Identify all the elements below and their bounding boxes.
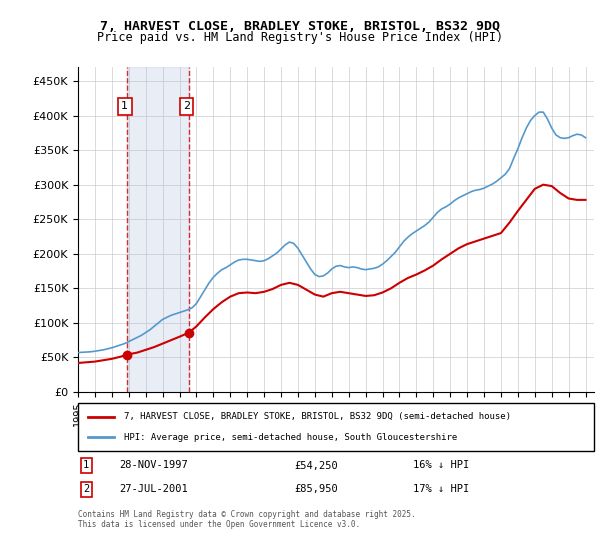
Text: 17% ↓ HPI: 17% ↓ HPI xyxy=(413,484,470,494)
Text: HPI: Average price, semi-detached house, South Gloucestershire: HPI: Average price, semi-detached house,… xyxy=(124,433,458,442)
Text: 7, HARVEST CLOSE, BRADLEY STOKE, BRISTOL, BS32 9DQ (semi-detached house): 7, HARVEST CLOSE, BRADLEY STOKE, BRISTOL… xyxy=(124,412,511,421)
FancyBboxPatch shape xyxy=(78,403,594,451)
Text: 16% ↓ HPI: 16% ↓ HPI xyxy=(413,460,470,470)
Text: £85,950: £85,950 xyxy=(295,484,338,494)
Text: 1: 1 xyxy=(83,460,89,470)
Text: Price paid vs. HM Land Registry's House Price Index (HPI): Price paid vs. HM Land Registry's House … xyxy=(97,31,503,44)
Text: 1: 1 xyxy=(121,101,128,111)
Text: 27-JUL-2001: 27-JUL-2001 xyxy=(119,484,188,494)
Text: Contains HM Land Registry data © Crown copyright and database right 2025.
This d: Contains HM Land Registry data © Crown c… xyxy=(78,510,416,529)
Text: £54,250: £54,250 xyxy=(295,460,338,470)
Text: 2: 2 xyxy=(83,484,89,494)
Text: 2: 2 xyxy=(183,101,190,111)
Text: 28-NOV-1997: 28-NOV-1997 xyxy=(119,460,188,470)
Bar xyxy=(127,67,189,392)
Text: 7, HARVEST CLOSE, BRADLEY STOKE, BRISTOL, BS32 9DQ: 7, HARVEST CLOSE, BRADLEY STOKE, BRISTOL… xyxy=(100,20,500,32)
